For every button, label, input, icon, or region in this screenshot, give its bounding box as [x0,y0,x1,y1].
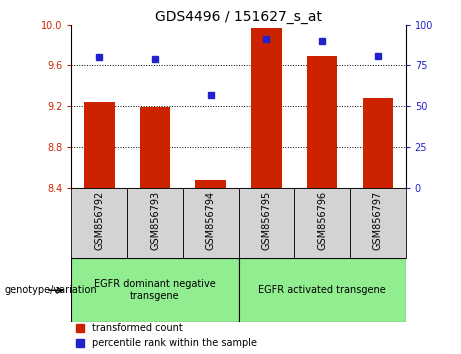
Text: GSM856795: GSM856795 [261,191,272,250]
Text: GSM856794: GSM856794 [206,191,216,250]
Bar [251,28,282,188]
Text: GSM856797: GSM856797 [373,191,383,250]
Bar [294,188,350,258]
Bar [140,107,170,188]
Text: EGFR dominant negative
transgene: EGFR dominant negative transgene [94,279,216,301]
Bar [183,188,238,258]
Bar [362,98,393,188]
Bar [195,181,226,188]
Text: EGFR activated transgene: EGFR activated transgene [258,285,386,295]
Text: genotype/variation: genotype/variation [5,285,97,295]
Title: GDS4496 / 151627_s_at: GDS4496 / 151627_s_at [155,10,322,24]
Text: GSM856792: GSM856792 [95,191,104,250]
Text: GSM856793: GSM856793 [150,191,160,250]
Bar [71,258,239,322]
Bar [350,188,406,258]
Bar [238,188,294,258]
Bar [238,258,406,322]
Bar [307,56,337,188]
Legend: transformed count, percentile rank within the sample: transformed count, percentile rank withi… [77,324,257,348]
Bar [71,188,127,258]
Text: GSM856796: GSM856796 [317,191,327,250]
Bar [84,102,115,188]
Bar [127,188,183,258]
